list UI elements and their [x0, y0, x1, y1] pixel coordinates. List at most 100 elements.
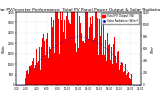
Bar	[104, 55, 105, 85]
Bar	[60, 6, 61, 85]
Legend: Total PV Output (W), Solar Radiation (W/m²): Total PV Output (W), Solar Radiation (W/…	[101, 13, 139, 24]
Bar	[112, 64, 113, 85]
Bar	[26, 71, 27, 85]
Bar	[87, 6, 88, 85]
Bar	[41, 47, 42, 85]
Bar	[75, 43, 76, 85]
Bar	[65, 39, 66, 85]
Bar	[66, 16, 67, 85]
Bar	[27, 70, 28, 85]
Bar	[125, 64, 126, 85]
Bar	[52, 27, 53, 85]
Bar	[100, 36, 101, 85]
Bar	[129, 78, 130, 85]
Bar	[35, 65, 36, 85]
Bar	[94, 38, 95, 85]
Bar	[61, 20, 62, 85]
Bar	[77, 6, 78, 85]
Bar	[93, 40, 94, 85]
Bar	[92, 16, 93, 85]
Bar	[101, 21, 102, 85]
Bar	[130, 79, 131, 85]
Bar	[109, 44, 110, 85]
Bar	[54, 53, 55, 85]
Bar	[39, 47, 40, 85]
Bar	[95, 11, 96, 85]
Bar	[83, 41, 84, 85]
Bar	[107, 33, 108, 85]
Bar	[68, 20, 69, 85]
Bar	[62, 6, 63, 85]
Y-axis label: Watts: Watts	[2, 44, 6, 53]
Bar	[127, 73, 128, 85]
Bar	[43, 34, 44, 85]
Bar	[121, 62, 122, 85]
Bar	[57, 12, 58, 85]
Bar	[108, 44, 109, 85]
Bar	[120, 65, 121, 85]
Bar	[25, 78, 26, 85]
Bar	[37, 64, 38, 85]
Bar	[88, 39, 89, 85]
Bar	[90, 17, 91, 85]
Bar	[102, 55, 103, 85]
Title: Solar PV/Inverter Performance  Total PV Panel Power Output & Solar Radiation: Solar PV/Inverter Performance Total PV P…	[0, 8, 160, 12]
Bar	[111, 47, 112, 85]
Bar	[119, 70, 120, 85]
Bar	[78, 48, 79, 85]
Bar	[40, 70, 41, 85]
Bar	[56, 10, 57, 85]
Bar	[72, 9, 73, 85]
Bar	[63, 32, 64, 85]
Bar	[86, 6, 87, 85]
Bar	[47, 33, 48, 85]
Bar	[115, 56, 116, 85]
Bar	[34, 68, 35, 85]
Bar	[50, 49, 51, 85]
Bar	[85, 6, 86, 85]
Bar	[55, 10, 56, 85]
Bar	[32, 61, 33, 85]
Bar	[73, 6, 74, 85]
Bar	[103, 16, 104, 85]
Bar	[67, 7, 68, 85]
Bar	[128, 72, 129, 85]
Bar	[89, 27, 90, 85]
Bar	[117, 52, 118, 85]
Bar	[105, 40, 106, 85]
Bar	[38, 61, 39, 85]
Bar	[97, 18, 98, 85]
Bar	[122, 63, 123, 85]
Bar	[91, 24, 92, 85]
Bar	[124, 71, 125, 85]
Bar	[116, 44, 117, 85]
Bar	[96, 6, 97, 85]
Bar	[126, 75, 127, 85]
Bar	[64, 12, 65, 85]
Bar	[51, 17, 52, 85]
Bar	[113, 44, 114, 85]
Bar	[71, 6, 72, 85]
Bar	[42, 38, 43, 85]
Bar	[118, 51, 119, 85]
Bar	[31, 64, 32, 85]
Bar	[79, 16, 80, 85]
Bar	[58, 19, 59, 85]
Bar	[80, 23, 81, 85]
Bar	[81, 33, 82, 85]
Bar	[110, 60, 111, 85]
Bar	[28, 74, 29, 85]
Bar	[48, 58, 49, 85]
Bar	[30, 66, 31, 85]
Bar	[70, 24, 71, 85]
Bar	[69, 23, 70, 85]
Bar	[131, 74, 132, 85]
Bar	[82, 41, 83, 85]
Bar	[98, 55, 99, 85]
Bar	[59, 55, 60, 85]
Bar	[45, 55, 46, 85]
Bar	[29, 66, 30, 85]
Bar	[49, 47, 50, 85]
Bar	[106, 60, 107, 85]
Bar	[114, 37, 115, 85]
